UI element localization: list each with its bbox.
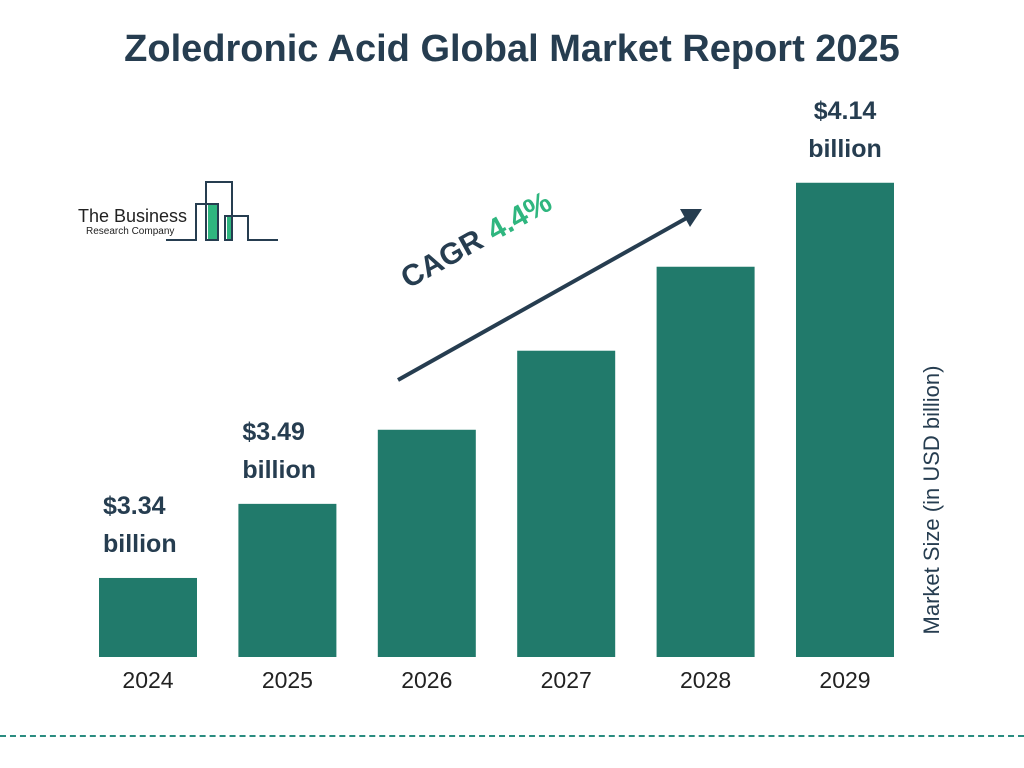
x-tick-label: 2029 [819, 667, 870, 693]
data-label: billion [808, 135, 882, 163]
company-logo: The Business Research Company [78, 180, 288, 245]
bar-2025 [238, 503, 337, 657]
logo-line1: The Business [78, 206, 188, 226]
bar-2028 [656, 266, 755, 657]
bar-2029 [796, 182, 894, 657]
data-label: billion [103, 530, 177, 558]
data-label: billion [242, 456, 316, 484]
bar-2026 [377, 429, 476, 657]
data-label: $3.34 [103, 492, 166, 520]
cagr-arrow-head-icon [680, 209, 702, 227]
y-axis-label: Market Size (in USD billion) [919, 365, 944, 635]
cagr-arrow-line [397, 213, 693, 382]
footer-divider [0, 735, 1024, 737]
bar-2027 [517, 350, 616, 657]
x-tick-label: 2025 [262, 667, 313, 693]
x-tick-label: 2028 [680, 667, 731, 693]
x-tick-label: 2027 [541, 667, 592, 693]
x-tick-label: 2026 [401, 667, 452, 693]
bar-2024 [99, 577, 197, 657]
logo-line2: Research Company [86, 226, 175, 237]
logo-buildings-icon [166, 181, 278, 241]
data-label: $3.49 [242, 418, 305, 446]
data-label: $4.14 [814, 97, 877, 125]
chart-title: Zoledronic Acid Global Market Report 202… [124, 28, 900, 70]
x-tick-label: 2024 [122, 667, 173, 693]
